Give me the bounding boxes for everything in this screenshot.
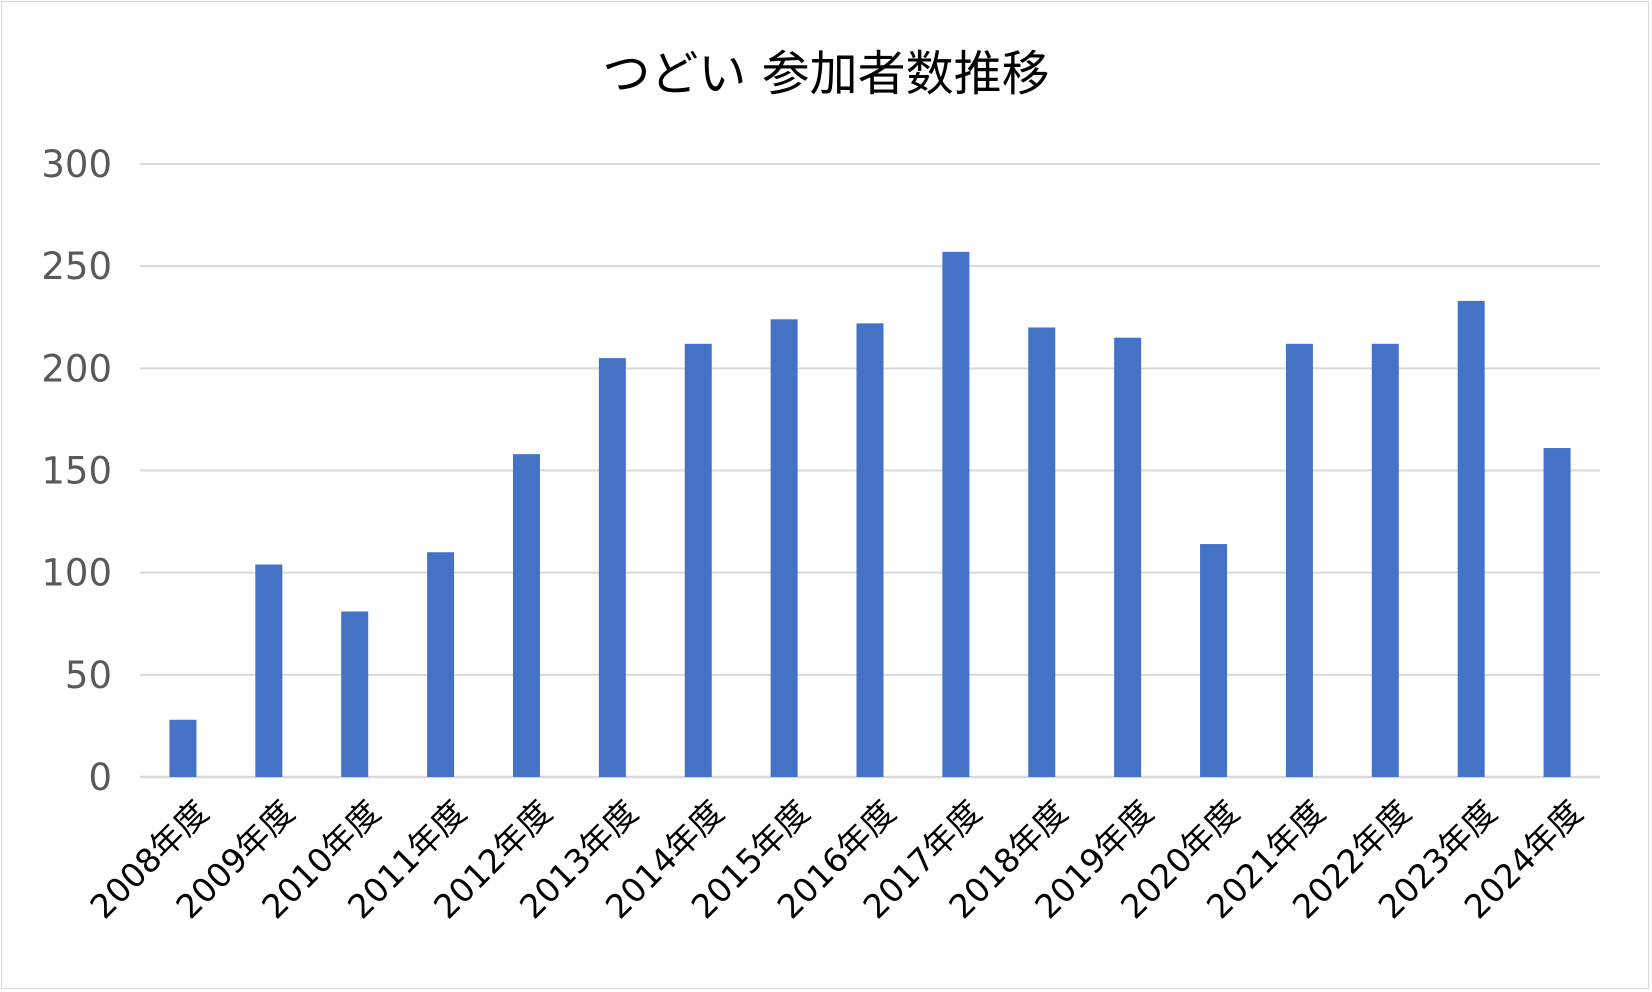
y-tick-label: 300 [41, 143, 112, 186]
bar-2012年度 [512, 454, 540, 777]
bar-2021年度 [1285, 343, 1313, 777]
bar-2016年度 [856, 323, 884, 777]
bar-2018年度 [1028, 327, 1056, 777]
bar-2011年度 [427, 552, 455, 777]
bar-2023年度 [1457, 300, 1485, 777]
bar-2014年度 [684, 343, 712, 777]
y-tick-label: 150 [41, 450, 112, 493]
bar-2008年度 [169, 719, 197, 777]
y-tick-label: 100 [41, 552, 112, 595]
y-tick-label: 0 [88, 756, 112, 799]
y-tick-label: 200 [41, 347, 112, 390]
y-axis-ticks: 0 50 100 150 200 250 300 [41, 143, 112, 799]
bar-2024年度 [1543, 448, 1571, 777]
bar-2010年度 [341, 611, 369, 777]
y-tick-label: 50 [65, 654, 112, 697]
bar-2017年度 [942, 251, 970, 777]
bar-2009年度 [255, 564, 283, 777]
bar-2022年度 [1371, 343, 1399, 777]
y-tick-label: 250 [41, 245, 112, 288]
chart-title: つどい 参加者数推移 [602, 46, 1049, 102]
bar-2019年度 [1114, 337, 1142, 777]
x-axis-ticks: 2008年度2009年度2010年度2011年度2012年度2013年度2014… [82, 793, 1590, 927]
bars [169, 251, 1571, 777]
bar-2020年度 [1200, 544, 1228, 777]
bar-2015年度 [770, 319, 798, 777]
bar-2013年度 [598, 358, 626, 777]
